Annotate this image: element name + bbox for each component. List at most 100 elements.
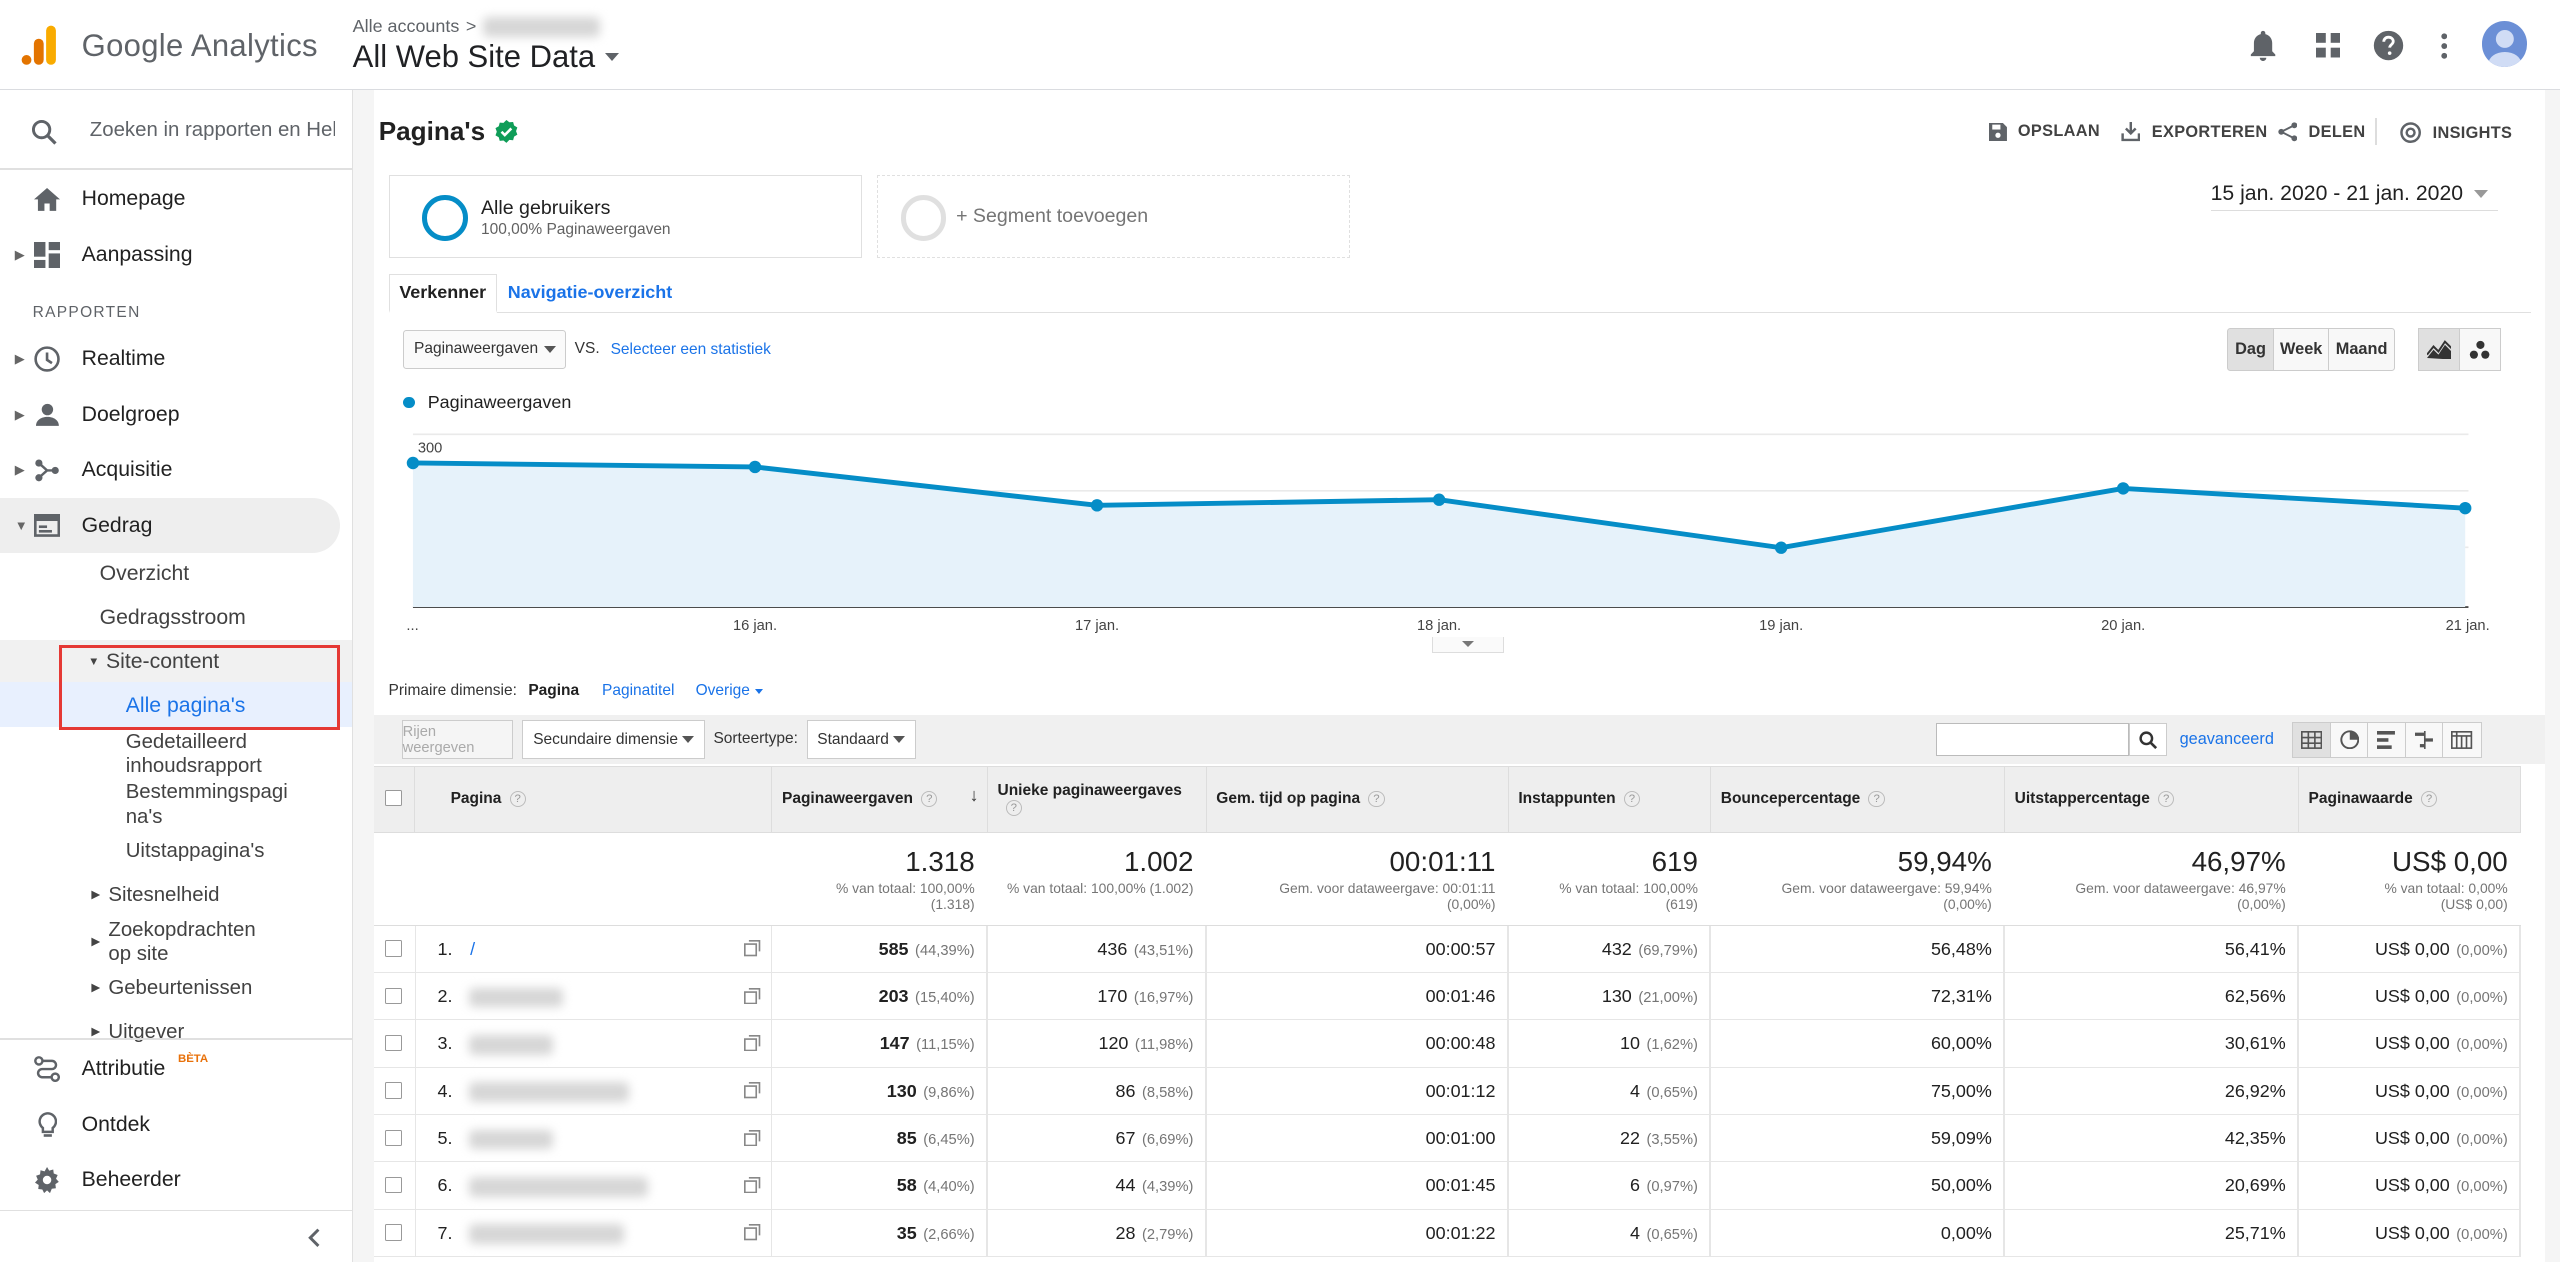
table-search-button[interactable] — [2128, 723, 2167, 756]
nav-site-content[interactable]: ▼ Site-content — [88, 650, 219, 674]
nav-customization[interactable]: ▶ Aanpassing — [0, 227, 352, 283]
nav-audience[interactable]: ▶ Doelgroep — [0, 387, 352, 443]
help-icon[interactable]: ? — [1005, 800, 1022, 817]
sort-type-select[interactable]: Standaard — [806, 719, 916, 760]
nav-acquisition[interactable]: ▶ Acquisitie — [0, 442, 352, 498]
column-header-unique-pageviews[interactable]: Unieke paginaweergaves? — [988, 765, 1207, 833]
nav-site-speed[interactable]: ▶ Sitesnelheid — [91, 883, 219, 907]
segment-all-users[interactable]: Alle gebruikers 100,00% Paginaweergaven — [388, 174, 862, 258]
nav-publisher[interactable]: ▶ Uitgever — [91, 1020, 184, 1044]
page-link-redacted[interactable] — [468, 1129, 554, 1150]
dimension-other[interactable]: Overige — [695, 682, 750, 700]
view-table-button[interactable] — [2292, 721, 2332, 758]
select-metric-link[interactable]: Selecteer een statistiek — [610, 341, 771, 359]
view-comparison-button[interactable] — [2404, 721, 2445, 758]
table-row[interactable]: 7. 35 (2,66%) 28 (2,79%) 00:01:22 4 (0,65%) 0,00… — [373, 1209, 2521, 1258]
table-row[interactable]: 5. 85 (6,45%) 67 (6,69%) 00:01:00 22 (3,55%) 59,… — [373, 1115, 2521, 1163]
share-button[interactable]: DELEN — [2277, 122, 2366, 142]
period-week-button[interactable]: Week — [2272, 328, 2330, 371]
column-header-page-value[interactable]: Paginawaarde? — [2299, 765, 2521, 833]
nav-homepage[interactable]: Homepage — [0, 171, 352, 227]
account-avatar[interactable] — [2481, 21, 2528, 67]
advanced-filter-link[interactable]: geavanceerd — [2179, 729, 2274, 748]
motion-chart-toggle[interactable] — [2458, 328, 2502, 371]
collapse-sidebar-icon[interactable] — [307, 1228, 320, 1248]
page-link-redacted[interactable] — [468, 987, 564, 1008]
help-icon[interactable] — [2367, 24, 2409, 66]
period-month-button[interactable]: Maand — [2328, 328, 2396, 371]
page-link-redacted[interactable] — [468, 1224, 624, 1245]
search-input[interactable]: Zoeken in rapporten en Help — [89, 119, 335, 142]
secondary-dimension-select[interactable]: Secundaire dimensie — [522, 719, 706, 760]
select-all-checkbox[interactable] — [385, 790, 402, 807]
page-link-redacted[interactable] — [468, 1035, 554, 1055]
page-link-redacted[interactable] — [468, 1177, 649, 1197]
row-checkbox[interactable] — [385, 1224, 402, 1241]
nav-behavior[interactable]: ▼ Gedrag — [0, 497, 340, 554]
help-icon[interactable]: ? — [509, 791, 526, 808]
notifications-bell-icon[interactable] — [2242, 24, 2284, 66]
open-page-icon[interactable] — [744, 1224, 761, 1241]
row-checkbox[interactable] — [385, 1177, 402, 1194]
property-selector[interactable]: All Web Site Data — [353, 39, 619, 75]
sort-descending-icon[interactable]: ↓ — [969, 785, 979, 806]
open-page-icon[interactable] — [744, 1082, 761, 1099]
nav-all-pages[interactable]: Alle pagina's — [125, 693, 246, 717]
expand-arrow-icon[interactable]: ▶ — [14, 351, 25, 367]
save-button[interactable]: OPSLAAN — [1988, 122, 2100, 141]
help-icon[interactable]: ? — [1868, 791, 1885, 808]
expand-arrow-icon[interactable]: ▶ — [14, 246, 25, 262]
row-checkbox[interactable] — [385, 1035, 402, 1052]
line-chart-toggle[interactable] — [2417, 328, 2461, 371]
nav-discover[interactable]: Ontdek — [0, 1097, 352, 1153]
column-header-bounce-rate[interactable]: Bouncepercentage? — [1711, 765, 2005, 833]
analytics-logo-icon[interactable] — [20, 24, 59, 66]
nav-behavior-overview[interactable]: Overzicht — [99, 561, 190, 585]
expand-arrow-icon[interactable]: ▶ — [14, 462, 25, 478]
export-button[interactable]: EXPORTEREN — [2121, 122, 2268, 142]
row-checkbox[interactable] — [385, 1129, 402, 1147]
search-bar[interactable]: Zoeken in rapporten en Help — [0, 109, 352, 155]
column-header-page[interactable]: Pagina? — [415, 765, 773, 833]
tab-explorer[interactable]: Verkenner — [388, 274, 497, 314]
open-page-icon[interactable] — [744, 1177, 761, 1194]
nav-landing-pages[interactable]: Bestemmingspagi na's — [126, 780, 288, 829]
apps-grid-icon[interactable] — [2307, 24, 2349, 66]
table-row[interactable]: 1. / 585 (44,39%) 436 (43,51%) 00:00:57 432 (69,… — [373, 925, 2521, 974]
breadcrumb-accounts[interactable]: Alle accounts — [352, 16, 460, 37]
nav-behavior-flow[interactable]: Gedragsstroom — [99, 605, 246, 629]
table-row[interactable]: 3. 147 (11,15%) 120 (11,98%) 00:00:48 10 (1,62%… — [373, 1020, 2521, 1068]
nav-attribution[interactable]: Attributie BÈTA — [0, 1041, 352, 1098]
column-header-entrances[interactable]: Instappunten? — [1509, 765, 1711, 833]
open-page-icon[interactable] — [744, 1035, 761, 1052]
nav-exit-pages[interactable]: Uitstappagina's — [125, 840, 265, 863]
table-row[interactable]: 6. 58 (4,40%) 44 (4,39%) 00:01:45 6 (0,97%) 50,0… — [373, 1162, 2521, 1210]
dimension-page[interactable]: Pagina — [528, 682, 580, 700]
expand-arrow-icon[interactable]: ▶ — [14, 406, 25, 422]
view-pivot-button[interactable] — [2442, 721, 2482, 758]
table-row[interactable]: 4. 130 (9,86%) 86 (8,58%) 00:01:12 4 (0,65%) 75,… — [373, 1067, 2521, 1116]
column-header-exit-rate[interactable]: Uitstappercentage? — [2005, 765, 2299, 833]
open-page-icon[interactable] — [744, 940, 761, 957]
help-icon[interactable]: ? — [1368, 791, 1385, 808]
view-pie-button[interactable] — [2329, 721, 2369, 758]
table-search-input[interactable] — [1936, 723, 2129, 756]
date-range-picker[interactable]: 15 jan. 2020 - 21 jan. 2020 — [2210, 178, 2498, 211]
row-checkbox[interactable] — [385, 1082, 402, 1099]
tab-navigation-summary[interactable]: Navigatie-overzicht — [507, 282, 673, 303]
metric-select[interactable]: Paginaweergaven — [403, 329, 567, 369]
plot-rows-button[interactable]: Rijen weergeven — [401, 719, 513, 760]
add-segment-button[interactable]: + Segment toevoegen — [876, 174, 1351, 258]
row-checkbox[interactable] — [385, 940, 402, 957]
insights-button[interactable]: INSIGHTS — [2400, 122, 2512, 144]
nav-events[interactable]: ▶ Gebeurtenissen — [91, 976, 252, 1000]
help-icon[interactable]: ? — [921, 791, 938, 808]
account-name-redacted[interactable] — [482, 17, 601, 37]
help-icon[interactable]: ? — [2158, 791, 2175, 808]
nav-realtime[interactable]: ▶ Realtime — [0, 331, 352, 387]
help-icon[interactable]: ? — [2420, 791, 2438, 808]
row-checkbox[interactable] — [385, 987, 402, 1005]
page-link-redacted[interactable] — [468, 1082, 629, 1102]
column-header-pageviews[interactable]: Paginaweergaven? ↓ — [772, 765, 988, 833]
collapse-arrow-icon[interactable]: ▼ — [14, 518, 28, 534]
